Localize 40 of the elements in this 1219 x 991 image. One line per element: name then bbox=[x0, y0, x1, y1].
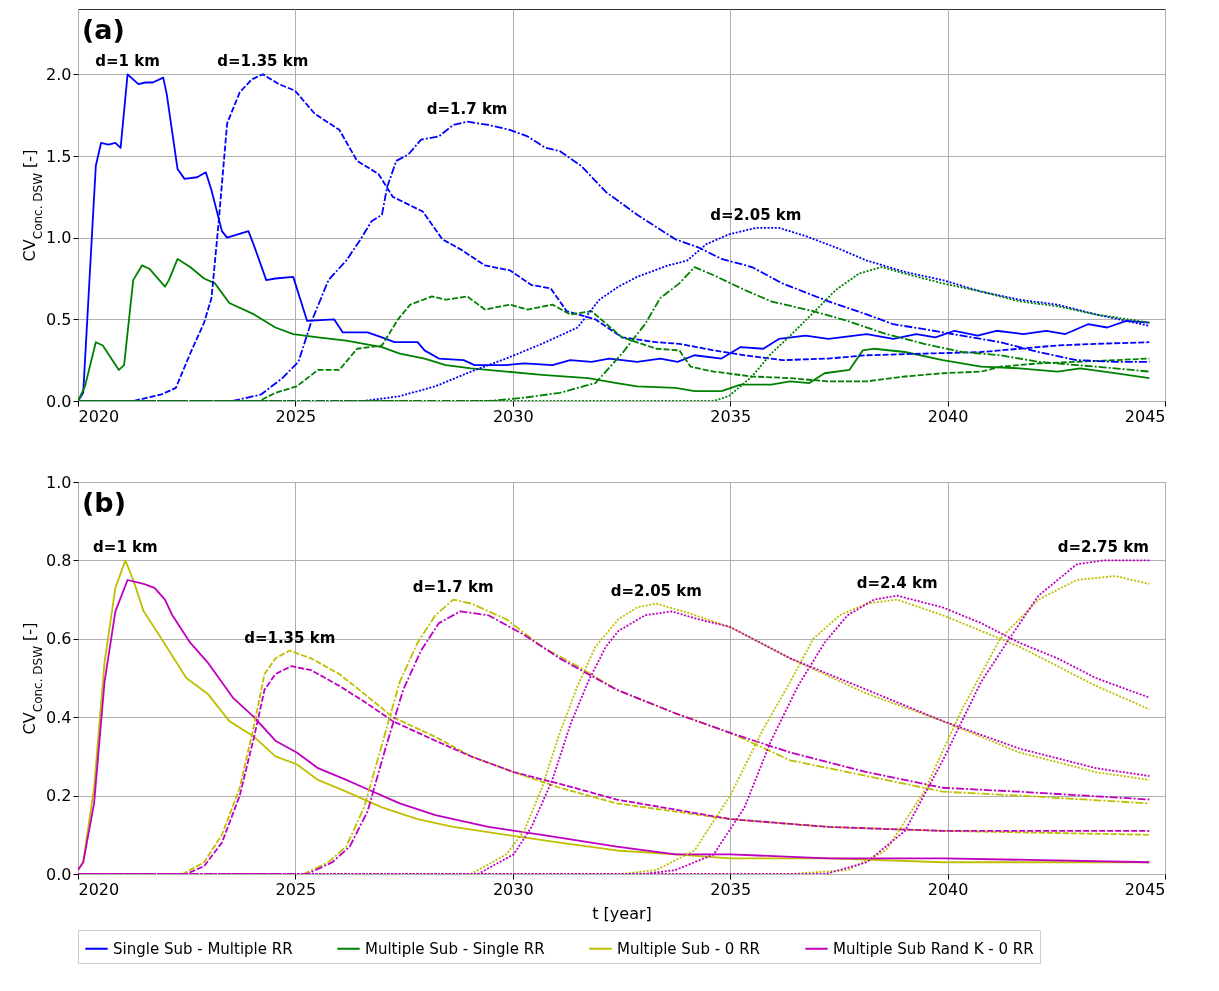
x-tick-label: 2030 bbox=[492, 879, 534, 899]
y-tick-label: 1.0 bbox=[46, 228, 72, 248]
y-tick-label: 0.2 bbox=[46, 786, 72, 806]
x-tick-label: 2040 bbox=[927, 406, 969, 426]
y-tick-label: 0.4 bbox=[46, 707, 72, 727]
chart-title: (b) bbox=[82, 487, 127, 518]
annotation: d=1.35 km bbox=[217, 52, 309, 71]
y-tick-label: 0.0 bbox=[46, 391, 72, 411]
x-tick-label: 2025 bbox=[275, 879, 317, 899]
annotation: d=1.7 km bbox=[426, 99, 508, 118]
legend-label: Multiple Sub - 0 RR bbox=[617, 939, 761, 958]
chart-title: (a) bbox=[82, 14, 125, 45]
legend-label: Multiple Sub - Single RR bbox=[365, 939, 545, 958]
annotation: d=1 km bbox=[93, 538, 158, 557]
y-tick-label: 0.8 bbox=[46, 550, 72, 570]
annotation: d=1.35 km bbox=[244, 628, 336, 647]
y-tick-label: 1.5 bbox=[46, 146, 72, 166]
x-tick-label: 2020 bbox=[78, 879, 120, 899]
y-tick-label: 2.0 bbox=[46, 64, 72, 84]
x-tick-label: 2035 bbox=[710, 406, 752, 426]
y-tick-label: 0.0 bbox=[46, 864, 72, 884]
annotation: d=2.75 km bbox=[1057, 538, 1149, 557]
x-tick-label: 2045 bbox=[1124, 406, 1166, 426]
x-tick-label: 2035 bbox=[710, 879, 752, 899]
x-tick-label: 2020 bbox=[78, 406, 120, 426]
y-tick-label: 1.0 bbox=[46, 472, 72, 492]
x-tick-label: 2040 bbox=[927, 879, 969, 899]
y-tick-label: 0.6 bbox=[46, 629, 72, 649]
annotation: d=2.4 km bbox=[856, 573, 938, 592]
x-tick-label: 2045 bbox=[1124, 879, 1166, 899]
annotation: d=2.05 km bbox=[710, 205, 802, 224]
annotation: d=1.7 km bbox=[412, 577, 494, 596]
y-tick-label: 0.5 bbox=[46, 309, 72, 329]
legend-label: Single Sub - Multiple RR bbox=[113, 939, 293, 958]
x-axis-title: t [year] bbox=[592, 903, 652, 923]
x-tick-label: 2025 bbox=[275, 406, 317, 426]
x-tick-label: 2030 bbox=[492, 406, 534, 426]
annotation: d=1 km bbox=[95, 52, 160, 71]
annotation: d=2.05 km bbox=[610, 581, 702, 600]
legend-label: Multiple Sub Rand K - 0 RR bbox=[833, 939, 1034, 958]
